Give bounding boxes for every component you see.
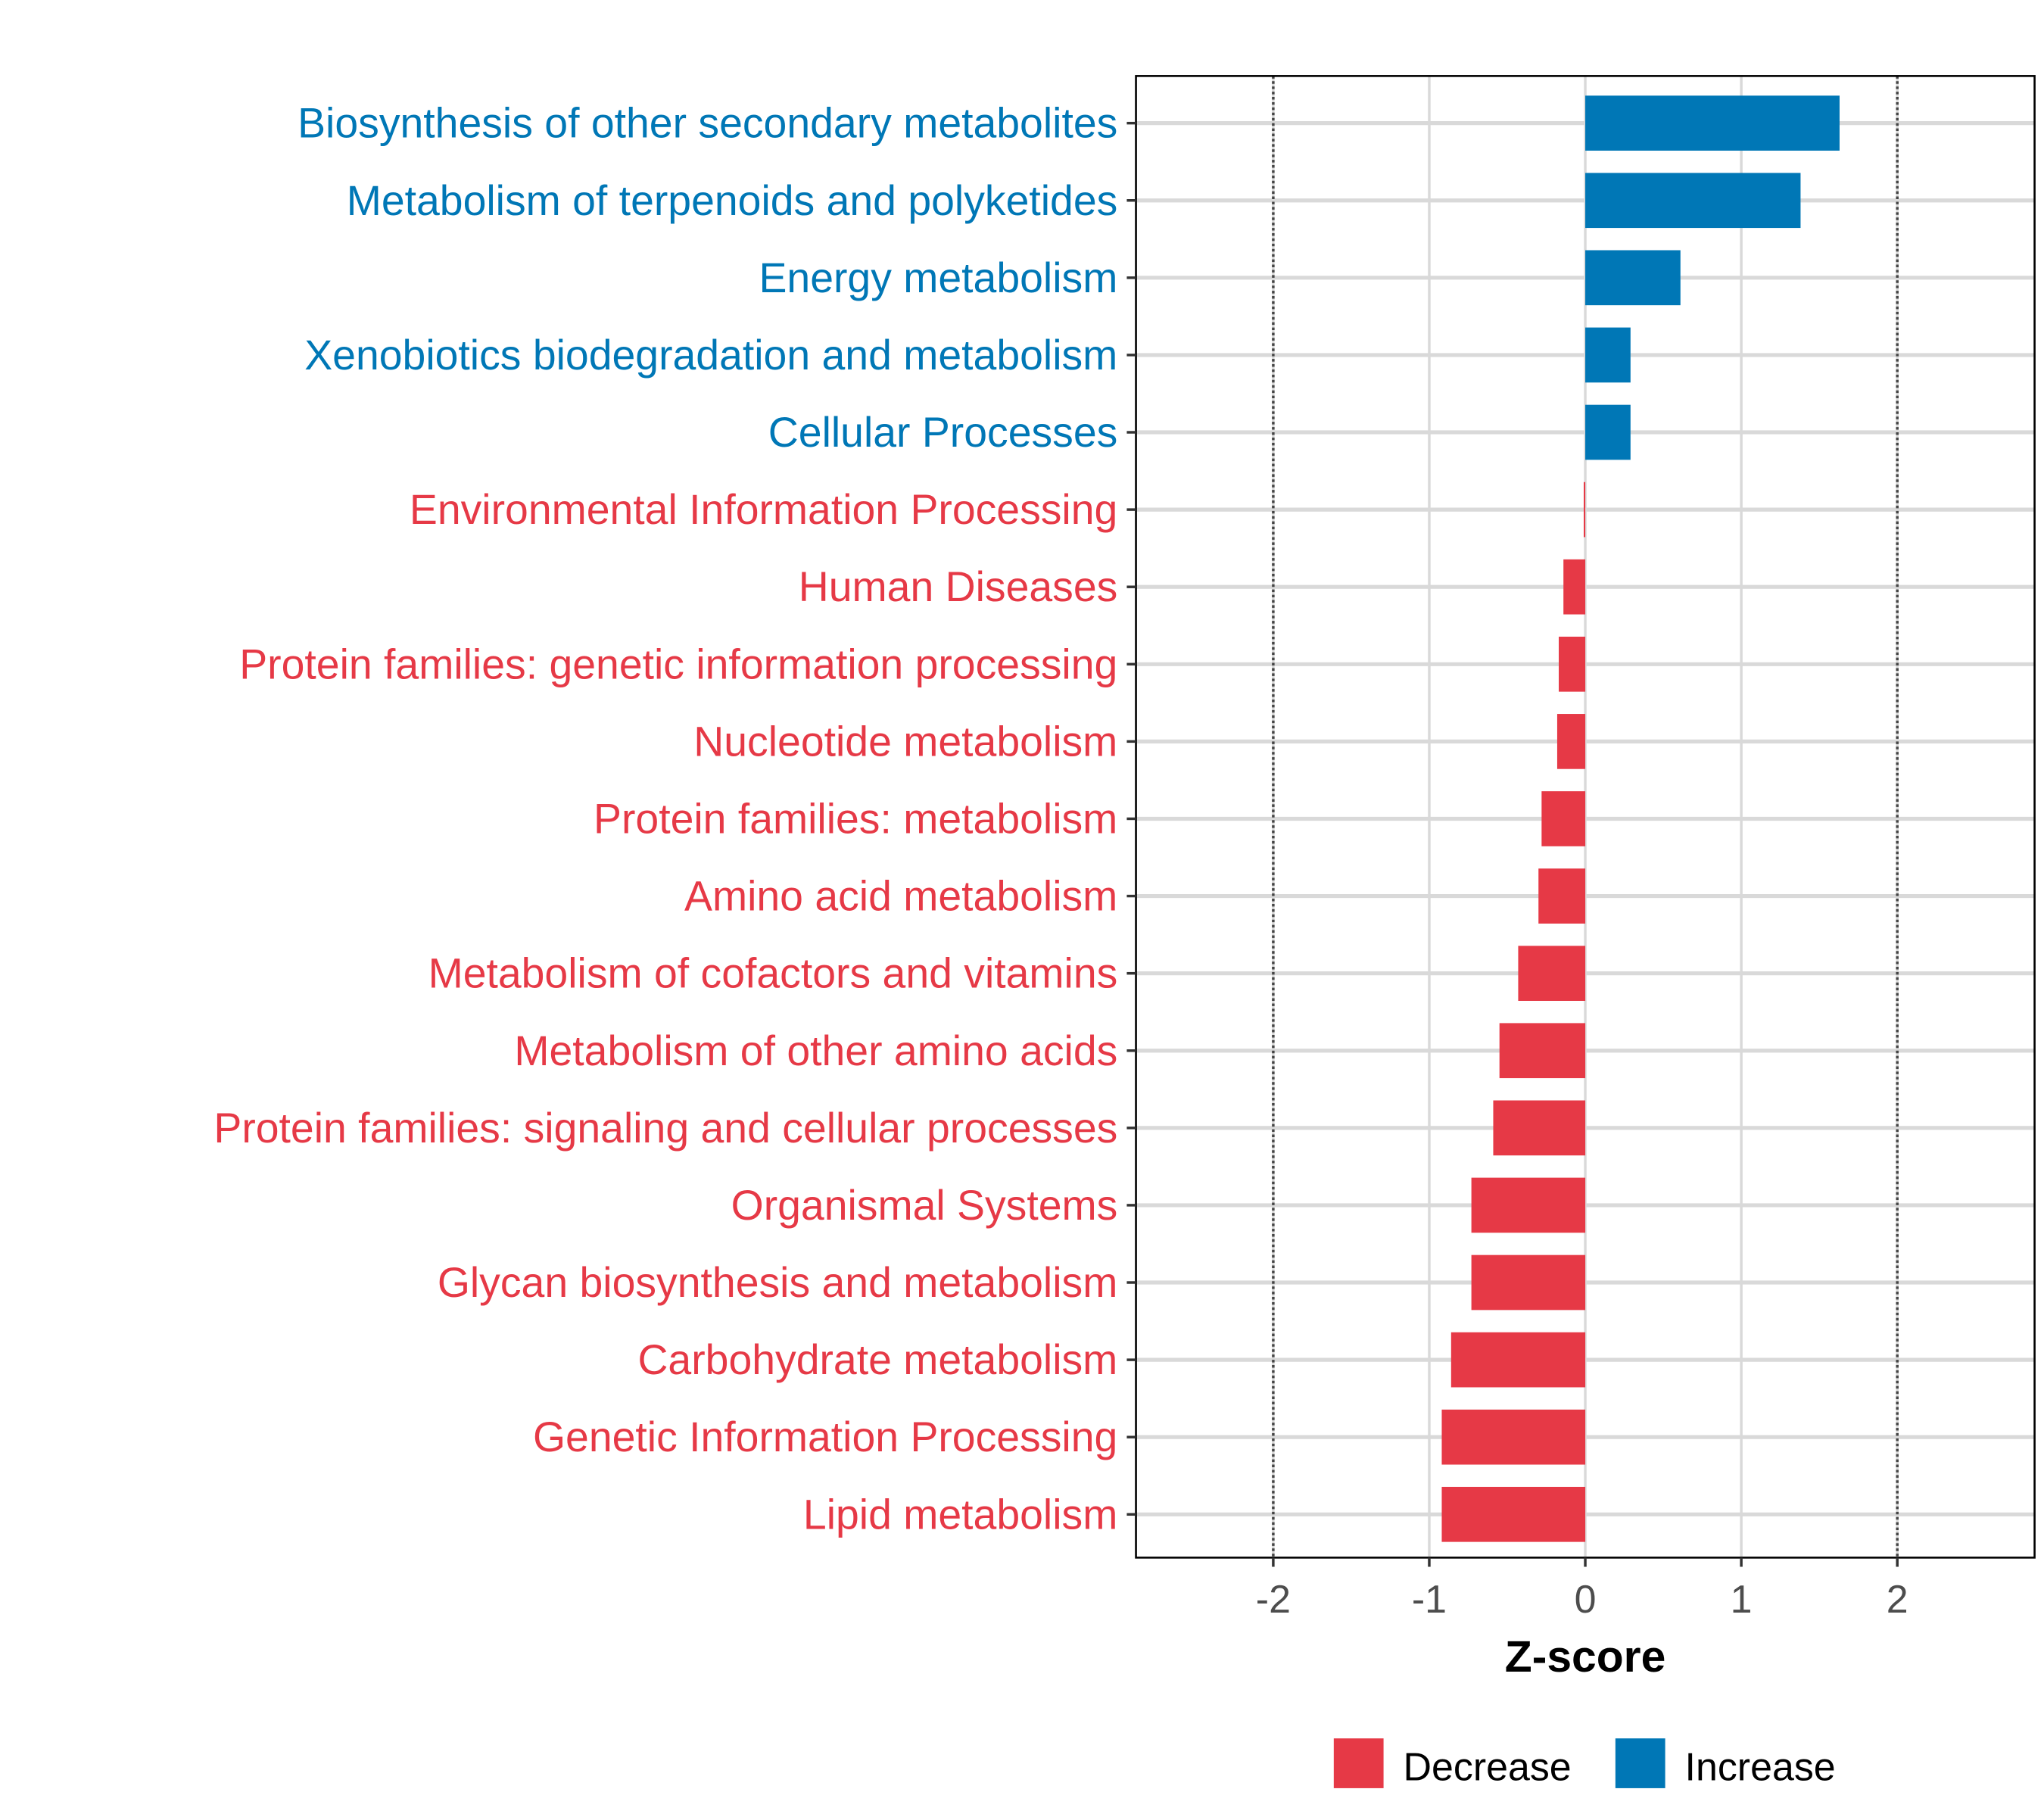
y-tick-label: Energy metabolism [759,254,1117,301]
y-tick-label: Organismal Systems [731,1182,1118,1229]
bar [1585,404,1631,460]
y-tick-label: Lipid metabolism [803,1491,1117,1538]
legend-label-increase: Increase [1685,1746,1836,1790]
y-tick-label: Human Diseases [799,563,1118,610]
y-tick-label: Amino acid metabolism [684,873,1117,920]
bar [1493,1100,1586,1156]
bar [1585,95,1840,151]
x-tick-label: 0 [1575,1578,1597,1622]
y-tick-label: Glycan biosynthesis and metabolism [438,1259,1117,1306]
y-tick-label: Protein families: signaling and cellular… [213,1105,1117,1152]
x-axis-title: Z-score [1505,1632,1666,1681]
x-axis: -2 -1 0 1 2 [1256,1557,1908,1622]
y-tick-label: Xenobiotics biodegradation and metabolis… [304,332,1117,379]
bar [1563,559,1586,615]
legend: Decrease Increase [1333,1738,1836,1790]
bar [1471,1254,1586,1311]
y-tick-label: Metabolism of other amino acids [514,1027,1117,1074]
y-tick-label: Genetic Information Processing [533,1413,1117,1460]
bar [1559,636,1586,692]
bar [1585,250,1681,306]
bar [1499,1023,1586,1079]
y-tick-label: Metabolism of cofactors and vitamins [428,950,1118,997]
bar [1585,327,1631,383]
y-tick-label: Metabolism of terpenoids and polyketides [347,177,1118,224]
x-tick-label: 2 [1887,1578,1908,1622]
y-tick-label: Protein families: metabolism [594,796,1117,843]
bar [1538,868,1586,924]
bar [1518,946,1586,1001]
bar [1471,1177,1586,1233]
bar [1556,714,1586,769]
legend-swatch-decrease [1333,1738,1384,1788]
bar [1583,482,1586,538]
y-tick-label: Cellular Processes [768,409,1118,456]
x-tick-label: -2 [1256,1578,1291,1622]
bar [1441,1486,1586,1542]
x-tick-label: 1 [1731,1578,1753,1622]
legend-swatch-increase [1615,1738,1665,1788]
legend-label-decrease: Decrease [1404,1746,1572,1790]
bar [1541,791,1586,846]
x-tick-label: -1 [1412,1578,1447,1622]
y-tick-label: Protein families: genetic information pr… [239,640,1117,687]
bar [1450,1332,1586,1388]
y-tick-label: Environmental Information Processing [410,486,1117,533]
y-axis-labels: Biosynthesis of other secondary metaboli… [213,100,1136,1538]
y-tick-label: Biosynthesis of other secondary metaboli… [298,100,1117,147]
bar [1441,1409,1586,1465]
bars [1441,95,1840,1542]
y-tick-label: Nucleotide metabolism [693,718,1117,765]
y-tick-label: Carbohydrate metabolism [637,1336,1117,1383]
bar [1585,173,1801,229]
